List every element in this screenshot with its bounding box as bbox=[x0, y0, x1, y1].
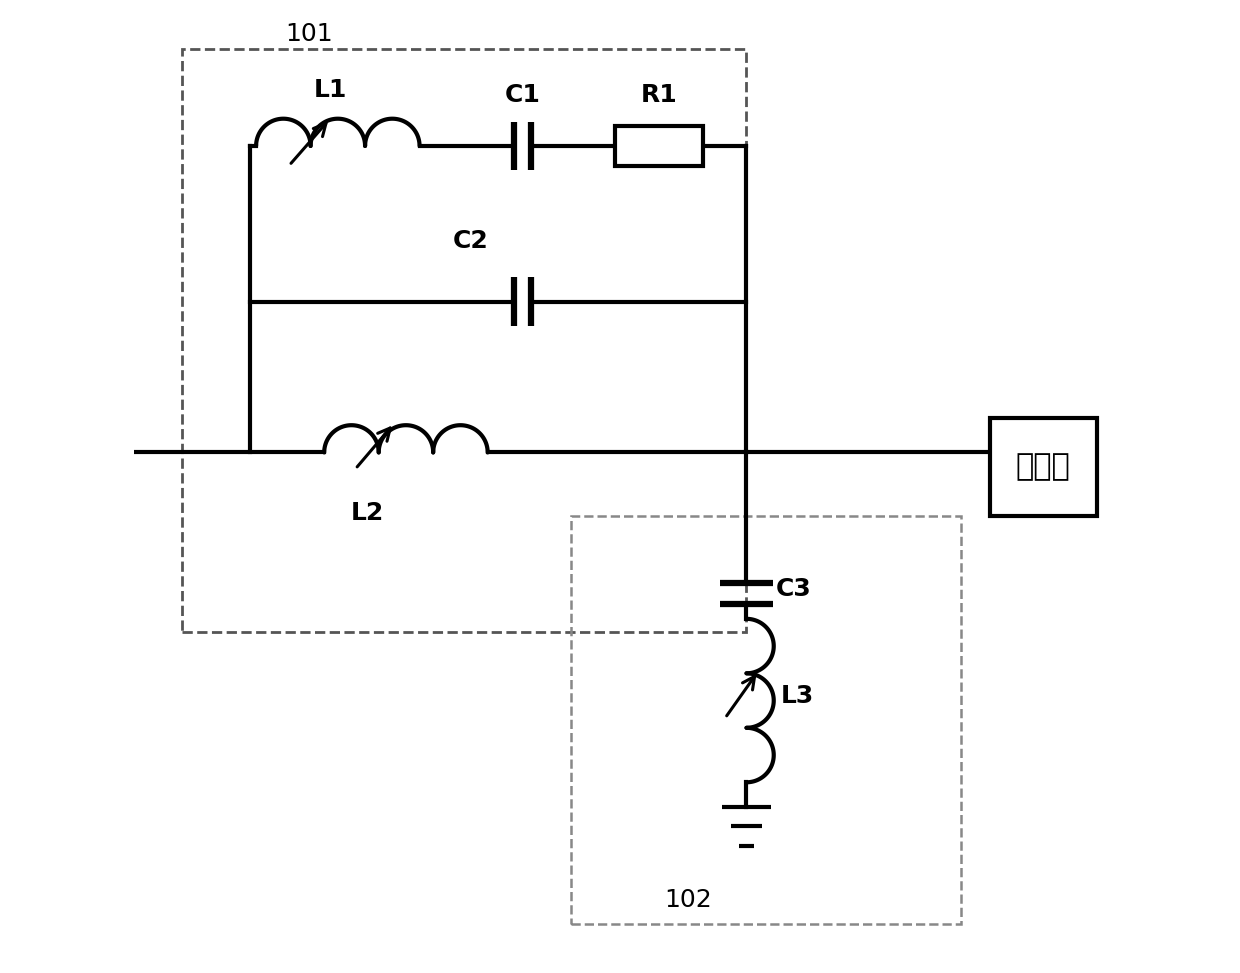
Text: L2: L2 bbox=[351, 501, 383, 525]
Bar bbox=[572, 516, 961, 924]
Text: C3: C3 bbox=[776, 577, 811, 600]
Text: 谐波源: 谐波源 bbox=[1016, 452, 1070, 482]
Text: L3: L3 bbox=[780, 684, 813, 707]
Text: R1: R1 bbox=[641, 83, 677, 107]
Text: C2: C2 bbox=[453, 229, 489, 253]
Bar bbox=[182, 49, 746, 632]
Text: L1: L1 bbox=[314, 78, 347, 102]
Bar bbox=[615, 126, 703, 166]
Text: 102: 102 bbox=[665, 888, 712, 912]
Text: 101: 101 bbox=[285, 22, 332, 46]
Text: C1: C1 bbox=[505, 83, 541, 107]
Bar bbox=[990, 418, 1096, 516]
